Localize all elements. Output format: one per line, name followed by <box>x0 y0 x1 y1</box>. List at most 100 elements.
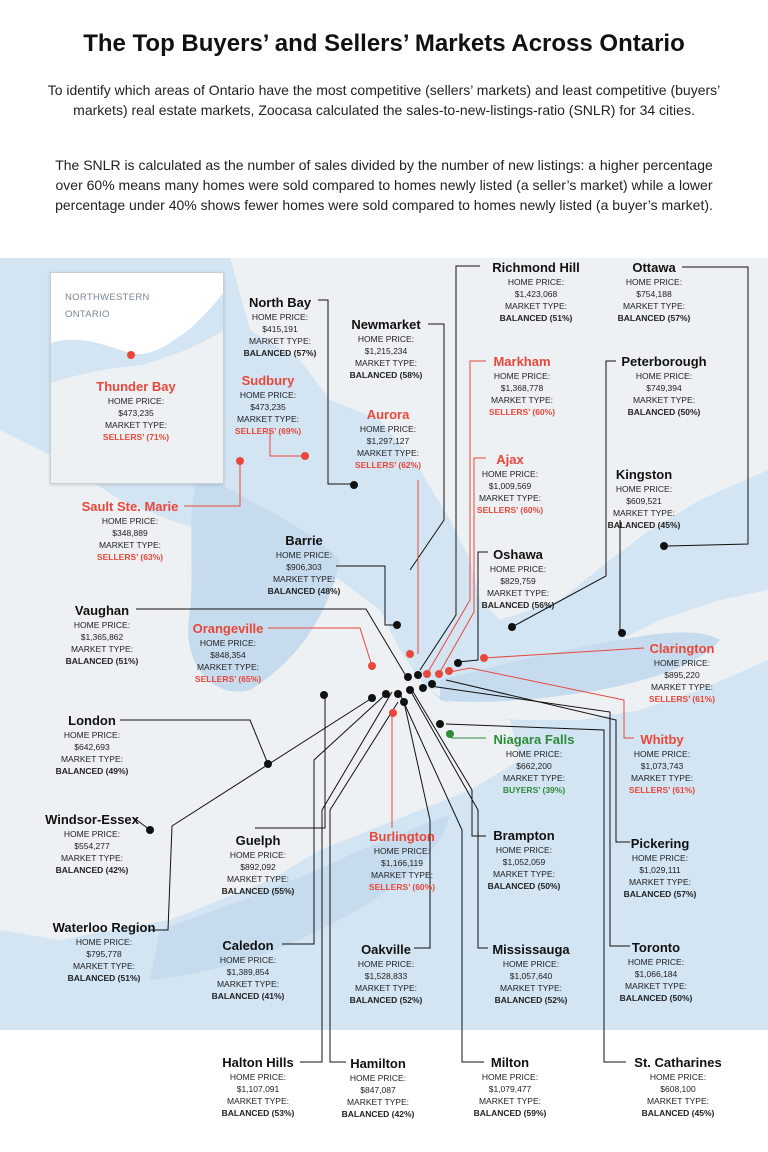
market-type-value: BALANCED (42%) <box>341 1109 415 1119</box>
dot-thunder-bay <box>127 351 135 359</box>
home-price-label: HOME PRICE: <box>653 658 711 668</box>
home-price-value: $906,303 <box>286 562 322 572</box>
city-brampton: Brampton HOME PRICE: $1,052,059 MARKET TYPE… <box>449 827 599 892</box>
home-price-value: $1,107,091 <box>236 1084 280 1094</box>
city-name: Niagara Falls <box>493 732 575 747</box>
market-type-value: SELLERS’ (61%) <box>628 785 696 795</box>
city-aurora: Aurora HOME PRICE: $1,297,127 MARKET TYPE: S… <box>313 406 463 471</box>
home-price-value: $1,073,743 <box>640 761 684 771</box>
market-type-value: SELLERS’ (60%) <box>476 505 544 515</box>
home-price-value: $848,354 <box>210 650 246 660</box>
lake-erie <box>150 815 450 980</box>
home-price-value: $608,100 <box>660 1084 696 1094</box>
home-price-value: $1,297,127 <box>366 436 410 446</box>
home-price-label: HOME PRICE: <box>63 829 121 839</box>
home-price-value: $1,066,184 <box>634 969 678 979</box>
city-name: Waterloo Region <box>52 920 156 935</box>
city-caledon: Caledon HOME PRICE: $1,389,854 MARKET TYPE:… <box>173 937 323 1002</box>
dot-clarington <box>480 654 488 662</box>
market-type-label: MARKET TYPE: <box>60 853 124 863</box>
inset-title-line-2: ONTARIO <box>65 309 110 320</box>
market-type-value: BALANCED (45%) <box>607 520 681 530</box>
dot-burlington <box>389 709 397 717</box>
home-price-value: $473,235 <box>118 408 154 418</box>
home-price-label: HOME PRICE: <box>649 1072 707 1082</box>
leader-richmond-hill <box>419 265 480 671</box>
city-name: Ajax <box>496 452 524 467</box>
city-hamilton: Hamilton HOME PRICE: $847,087 MARKET TYPE: B… <box>303 1055 453 1120</box>
leader-sault <box>184 462 241 507</box>
dot-aurora <box>406 650 414 658</box>
city-sault-ste-marie: Sault Ste. Marie HOME PRICE: $348,889 MARKE… <box>55 498 205 563</box>
city-name: Richmond Hill <box>492 260 580 275</box>
dot-guelph <box>320 691 328 699</box>
home-price-label: HOME PRICE: <box>489 564 547 574</box>
dot-kingston <box>660 542 668 550</box>
market-type-label: MARKET TYPE: <box>478 1096 542 1106</box>
market-type-value: BALANCED (50%) <box>627 407 701 417</box>
city-pickering: Pickering HOME PRICE: $1,029,111 MARKET TYP… <box>585 835 735 900</box>
inset-map <box>51 293 223 483</box>
market-type-value: BALANCED (51%) <box>65 656 139 666</box>
market-type-label: MARKET TYPE: <box>612 508 676 518</box>
lake-ontario <box>440 632 720 702</box>
dot-oshawa <box>454 659 462 667</box>
home-price-label: HOME PRICE: <box>627 957 685 967</box>
market-type-value: BALANCED (49%) <box>55 766 129 776</box>
home-price-label: HOME PRICE: <box>635 371 693 381</box>
market-type-label: MARKET TYPE: <box>622 301 686 311</box>
dot-st-catharines <box>436 720 444 728</box>
city-name: London <box>68 713 116 728</box>
market-type-value: BALANCED (51%) <box>67 973 141 983</box>
market-type-label: MARKET TYPE: <box>236 414 300 424</box>
market-type-label: MARKET TYPE: <box>478 493 542 503</box>
city-name: North Bay <box>248 295 312 310</box>
market-type-value: BALANCED (52%) <box>494 995 568 1005</box>
market-type-value: BALANCED (50%) <box>487 881 561 891</box>
city-london: London HOME PRICE: $642,693 MARKET TYPE: BAL… <box>17 712 167 777</box>
home-price-label: HOME PRICE: <box>493 371 551 381</box>
market-type-value: SELLERS’ (62%) <box>354 460 422 470</box>
market-type-label: MARKET TYPE: <box>60 754 124 764</box>
city-name: Windsor-Essex <box>45 812 139 827</box>
city-name: Aurora <box>366 407 410 422</box>
home-price-value: $1,423,068 <box>514 289 558 299</box>
city-newmarket: Newmarket HOME PRICE: $1,215,234 MARKET TYP… <box>311 316 461 381</box>
market-type-label: MARKET TYPE: <box>490 395 554 405</box>
land-peninsula <box>0 430 520 940</box>
leader-north-bay <box>318 299 354 485</box>
dot-orangeville <box>368 662 376 670</box>
city-markham: Markham HOME PRICE: $1,368,778 MARKET TYPE:… <box>447 353 597 418</box>
leader-hamilton <box>329 701 399 1063</box>
city-name: Clarington <box>649 641 715 656</box>
home-price-value: $847,087 <box>360 1085 396 1095</box>
dot-ajax <box>435 670 443 678</box>
inset-land <box>51 331 223 483</box>
home-price-label: HOME PRICE: <box>199 638 257 648</box>
dot-markham <box>423 670 431 678</box>
city-whitby: Whitby HOME PRICE: $1,073,743 MARKET TYPE: S… <box>587 731 737 796</box>
home-price-value: $662,200 <box>516 761 552 771</box>
leader-brampton <box>411 689 486 837</box>
market-type-label: MARKET TYPE: <box>356 448 420 458</box>
city-barrie: Barrie HOME PRICE: $906,303 MARKET TYPE: BAL… <box>229 532 379 597</box>
leader-clarington <box>483 647 645 659</box>
home-price-label: HOME PRICE: <box>481 469 539 479</box>
market-type-label: MARKET TYPE: <box>630 773 694 783</box>
leader-barrie <box>336 565 397 626</box>
leader-oakville <box>403 701 431 949</box>
home-price-label: HOME PRICE: <box>219 955 277 965</box>
dot-peterborough <box>508 623 516 631</box>
market-type-label: MARKET TYPE: <box>628 877 692 887</box>
city-halton-hills: Halton Hills HOME PRICE: $1,107,091 MARKET … <box>183 1054 333 1119</box>
intro-paragraph-1: To identify which areas of Ontario have … <box>47 82 721 118</box>
leader-ottawa <box>667 266 749 547</box>
home-price-label: HOME PRICE: <box>73 620 131 630</box>
dot-waterloo <box>368 694 376 702</box>
home-price-label: HOME PRICE: <box>357 959 415 969</box>
dot-barrie <box>393 621 401 629</box>
leader-caledon <box>282 693 387 945</box>
market-type-label: MARKET TYPE: <box>226 874 290 884</box>
leader-st-catharines <box>445 723 626 1063</box>
market-type-value: BALANCED (57%) <box>243 348 317 358</box>
